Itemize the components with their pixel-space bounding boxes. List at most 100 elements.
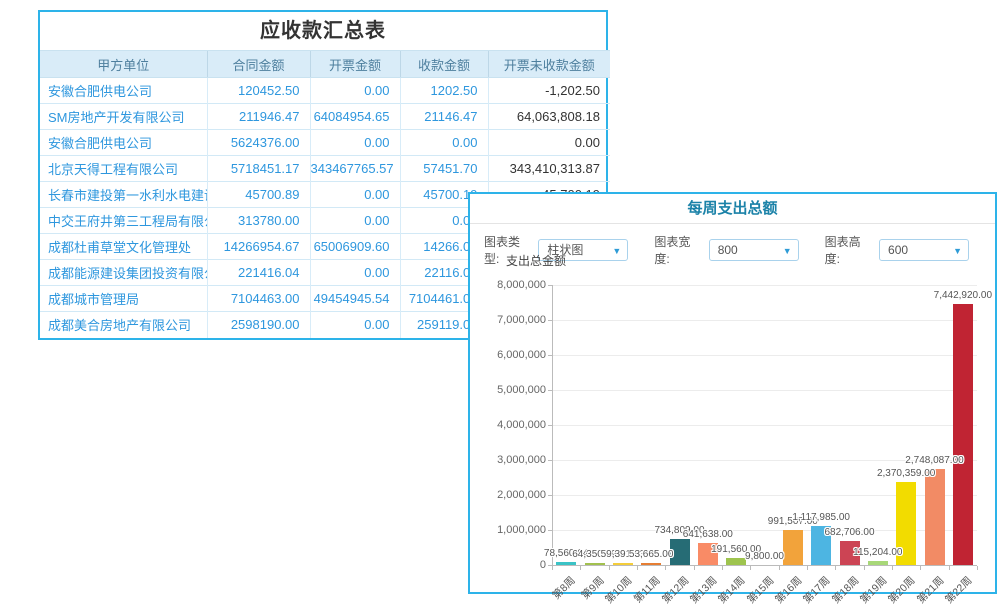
bar-第19周 bbox=[867, 561, 888, 565]
y-tick-mark bbox=[548, 285, 552, 286]
amount-cell: 57451.70 bbox=[399, 155, 488, 182]
amount-cell: 1202.50 bbox=[399, 77, 488, 104]
x-tick-mark bbox=[750, 566, 752, 570]
amount-cell: 64084954.65 bbox=[309, 103, 400, 130]
amount-cell: 7104463.00 bbox=[206, 285, 310, 312]
chevron-down-icon: ▼ bbox=[782, 246, 792, 256]
x-category-label: 第12周 bbox=[659, 574, 692, 607]
y-tick-label: 7,000,000 bbox=[497, 314, 546, 326]
x-category-label: 第13周 bbox=[688, 574, 720, 607]
bar-value-label: 641,638.00 bbox=[682, 529, 733, 540]
amount-cell: 0.00 bbox=[309, 311, 400, 338]
bar-第10周 bbox=[612, 563, 633, 565]
amount-cell: 45700.89 bbox=[206, 181, 310, 208]
bar-value-label: 64,350.59 bbox=[572, 549, 617, 560]
amount-cell: 2598190.00 bbox=[206, 311, 310, 338]
column-header-2: 合同金额 bbox=[206, 50, 310, 78]
bar-第14周 bbox=[726, 558, 747, 565]
gridline bbox=[552, 495, 977, 496]
bar-第12周 bbox=[669, 539, 690, 565]
chart-width-select[interactable]: 800 ▼ bbox=[708, 239, 799, 261]
client-name-cell: 长春市建投第一水利水电建设有限公司 bbox=[40, 181, 207, 208]
table-row: 安徽合肥供电公司 120452.50 0.00 1202.50 -1,202.50 bbox=[40, 77, 610, 104]
x-tick-mark bbox=[863, 566, 865, 570]
chart-type-select[interactable]: 柱状图 ▼ bbox=[538, 239, 629, 261]
chart-height-select-value: 600 bbox=[888, 243, 909, 257]
table-row: 成都美合房地产有限公司 2598190.00 0.00 259119.00 bbox=[40, 311, 610, 338]
gridline bbox=[552, 285, 977, 286]
chart-type-select-group: 图表类型: 柱状图 ▼ bbox=[484, 233, 629, 267]
y-axis-title: 支出总金额 bbox=[506, 254, 567, 268]
x-tick-mark bbox=[552, 566, 553, 570]
bar-第11周 bbox=[641, 563, 662, 565]
chart-height-select[interactable]: 600 ▼ bbox=[879, 239, 969, 261]
bar-第13周 bbox=[697, 543, 718, 565]
x-tick-mark bbox=[835, 566, 837, 570]
amount-cell: 313780.00 bbox=[206, 207, 310, 234]
column-header-4: 收款金额 bbox=[399, 50, 488, 78]
bar-value-label: 9,800.00 bbox=[745, 551, 784, 562]
x-tick-mark bbox=[722, 566, 723, 570]
table-row: SM房地产开发有限公司 211946.47 64084954.65 21146.47 6… bbox=[40, 103, 610, 130]
x-category-label: 第20周 bbox=[886, 574, 919, 607]
bar-value-label: 2,370,359.00 bbox=[876, 468, 936, 479]
bar-value-label: 191,560.00 bbox=[711, 544, 762, 555]
bar-value-label: 59,391.53 bbox=[600, 549, 646, 560]
y-tick-label: 5,000,000 bbox=[497, 384, 546, 396]
y-tick-mark bbox=[548, 460, 552, 461]
y-tick-mark bbox=[548, 425, 552, 426]
gridline bbox=[552, 425, 977, 426]
table-header-row: 甲方单位 合同金额 开票金额 收款金额 开票未收款金额 bbox=[40, 50, 610, 78]
chart-height-select-group: 图表高度: 600 ▼ bbox=[825, 233, 969, 267]
y-tick-label: 8,000,000 bbox=[497, 279, 546, 291]
amount-cell: 49454945.54 bbox=[309, 285, 400, 312]
x-axis-line bbox=[552, 565, 977, 566]
bar-第16周 bbox=[782, 530, 803, 565]
x-tick-mark bbox=[665, 566, 667, 570]
amount-cell: 343467765.57 bbox=[309, 155, 400, 182]
x-category-label: 第16周 bbox=[773, 574, 805, 607]
gridline bbox=[552, 460, 977, 461]
gridline bbox=[552, 320, 977, 321]
x-tick-mark bbox=[892, 566, 893, 570]
amount-cell: 211946.47 bbox=[206, 103, 310, 130]
table-row: 北京天得工程有限公司 5718451.17 343467765.57 57451.70… bbox=[40, 155, 610, 182]
chart-width-select-label: 图表宽度: bbox=[654, 235, 691, 266]
bar-value-label: 2,748,087.00 bbox=[905, 455, 964, 466]
amount-cell: 14266954.67 bbox=[206, 233, 310, 260]
client-name-cell: 成都城市管理局 bbox=[40, 285, 207, 312]
bar-value-label: 53,665.00 bbox=[628, 549, 674, 560]
client-name-cell: 中交王府井第三工程局有限公司 bbox=[40, 207, 207, 234]
amount-cell: 5718451.17 bbox=[206, 155, 310, 182]
x-category-label: 第21周 bbox=[914, 574, 947, 607]
gridline bbox=[552, 390, 977, 391]
x-tick-mark bbox=[580, 566, 582, 570]
client-name-cell: 安徽合肥供电公司 bbox=[40, 77, 207, 104]
gridline bbox=[552, 530, 977, 531]
chart-panel-title: 每周支出总额 bbox=[470, 194, 995, 224]
x-category-label: 第11周 bbox=[632, 574, 664, 606]
bar-value-label: 734,809.00 bbox=[654, 525, 705, 536]
chart-width-select-value: 800 bbox=[717, 243, 738, 257]
amount-cell: 0.00 bbox=[309, 259, 400, 286]
y-tick-mark bbox=[548, 390, 552, 391]
amount-cell: 0.00 bbox=[399, 129, 488, 156]
bar-chart: 支出总金额 0 1,000,000 2,000,000 3,000,000 4,000,… bbox=[470, 249, 995, 606]
amount-cell: 221416.04 bbox=[206, 259, 310, 286]
bar-value-label: 7,442,920.00 bbox=[933, 290, 993, 301]
chart-width-select-group: 图表宽度: 800 ▼ bbox=[654, 233, 799, 267]
chart-type-select-value: 柱状图 bbox=[547, 243, 584, 257]
x-category-label: 第8周 bbox=[550, 574, 579, 602]
amount-cell: 0.00 bbox=[309, 207, 400, 234]
y-tick-label: 1,000,000 bbox=[497, 524, 546, 536]
bar-value-label: 1,117,985.00 bbox=[792, 512, 850, 523]
y-tick-mark bbox=[548, 495, 552, 496]
gridline bbox=[552, 355, 977, 356]
amount-cell: 64,063,808.18 bbox=[487, 103, 610, 130]
x-category-label: 第15周 bbox=[744, 574, 777, 607]
y-tick-mark bbox=[548, 355, 552, 356]
bar-value-label: 78,560.64 bbox=[543, 548, 589, 559]
x-category-label: 第18周 bbox=[829, 574, 862, 607]
x-category-label: 第10周 bbox=[603, 574, 635, 607]
chart-controls: 图表类型: 柱状图 ▼ 图表宽度: 800 ▼ 图表高度: 600 ▼ bbox=[470, 224, 995, 271]
